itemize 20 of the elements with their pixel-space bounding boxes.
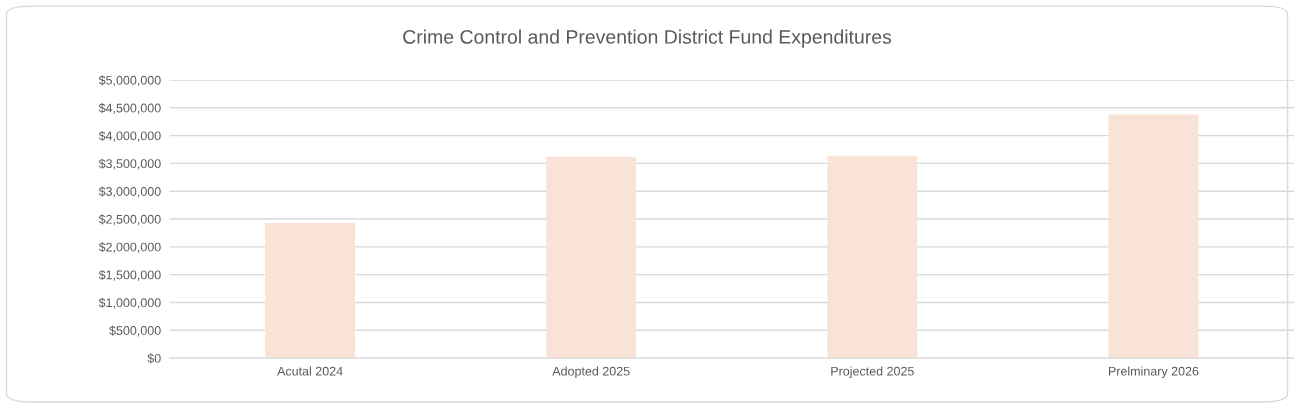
- bar: [265, 222, 356, 359]
- y-tick-label: $1,500,000: [98, 269, 161, 281]
- y-tick-label: $4,500,000: [98, 103, 161, 114]
- x-tick-label: Adopted 2025: [552, 366, 630, 379]
- x-tick-label: Projected 2025: [831, 366, 914, 379]
- y-tick-label: $0: [147, 353, 161, 364]
- y-tick-label: $500,000: [109, 325, 161, 337]
- y-tick-label: $1,000,000: [98, 297, 161, 309]
- chart-title: Crime Control and Prevention District Fund Expenditures: [403, 29, 892, 48]
- y-tick-label: $4,000,000: [98, 130, 161, 142]
- y-tick-label: $3,000,000: [98, 186, 161, 198]
- bar: [827, 155, 918, 359]
- y-tick-label: $2,000,000: [98, 242, 161, 253]
- bar: [546, 156, 637, 359]
- bar: [1108, 114, 1199, 359]
- x-tick-label: Prelminary 2026: [1108, 366, 1199, 379]
- x-tick-label: Acutal 2024: [277, 366, 343, 376]
- y-tick-label: $3,500,000: [98, 158, 161, 170]
- y-tick-label: $2,500,000: [98, 214, 161, 226]
- y-tick-label: $5,000,000: [98, 75, 161, 87]
